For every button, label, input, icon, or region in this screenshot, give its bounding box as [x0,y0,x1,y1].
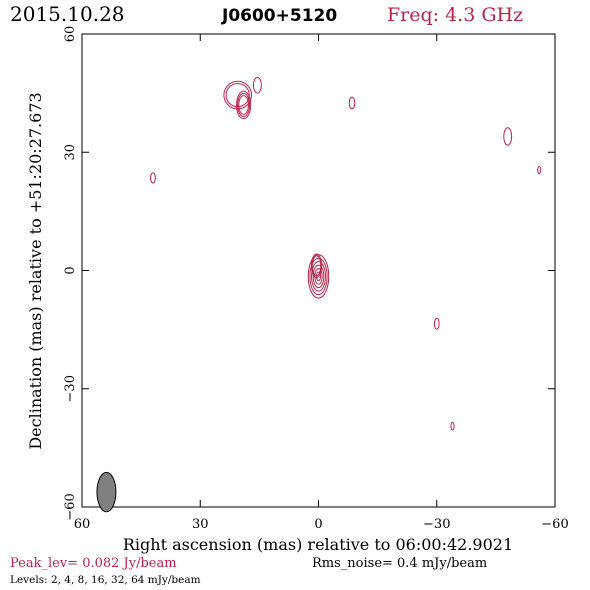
contour-component-6-level-1 [348,96,356,110]
contour-component-2-level-3 [238,95,249,115]
contour-component-1-level-2 [311,255,322,277]
contours [150,76,542,431]
contour-component-4-level-1 [252,76,262,94]
y-tick-label: 60 [63,26,78,43]
contour-component-0-level-4 [312,264,325,289]
contour-component-2-level-1 [236,90,252,120]
y-tick-label: −30 [63,375,78,402]
beam-ellipse [96,471,117,513]
y-tick-label: −60 [63,493,78,520]
x-axis-label: Right ascension (mas) relative to 06:00:… [123,535,513,554]
x-tick-label: 30 [192,517,209,532]
contour-levels: Levels: 2, 4, 8, 16, 32, 64 mJy/beam [10,574,201,586]
contour-component-0-level-3 [311,261,326,292]
contour-component-9-level-1 [433,317,440,330]
contour-component-3-level-2 [225,83,250,108]
x-tick-label: 60 [74,517,91,532]
rms-noise: Rms_noise= 0.4 mJy/beam [312,556,487,571]
contour-component-10-level-1 [450,421,455,431]
y-axis-label: Declination (mas) relative to +51:20:27.… [26,92,45,449]
y-tick-label: 30 [63,144,78,161]
x-tick-label: −60 [541,517,568,532]
contour-component-3-level-1 [223,80,252,110]
contour-component-5-level-1 [150,172,156,184]
contour-component-0-level-2 [309,257,328,296]
contour-component-1-level-1 [310,253,323,279]
contour-component-2-level-2 [237,92,251,118]
peak-level: Peak_lev= 0.082 Jy/beam [10,556,177,571]
frequency-label: Freq: 4.3 GHz [387,4,523,26]
contour-component-0-level-6 [315,271,322,282]
contour-component-8-level-1 [537,165,542,175]
x-tick-label: −30 [423,517,450,532]
plot-frame [81,33,556,508]
source-name: J0600+5120 [221,6,337,26]
y-tick-label: 0 [63,266,78,274]
x-tick-label: 0 [314,517,322,532]
contour-component-7-level-1 [503,127,513,146]
observation-date: 2015.10.28 [10,2,125,26]
